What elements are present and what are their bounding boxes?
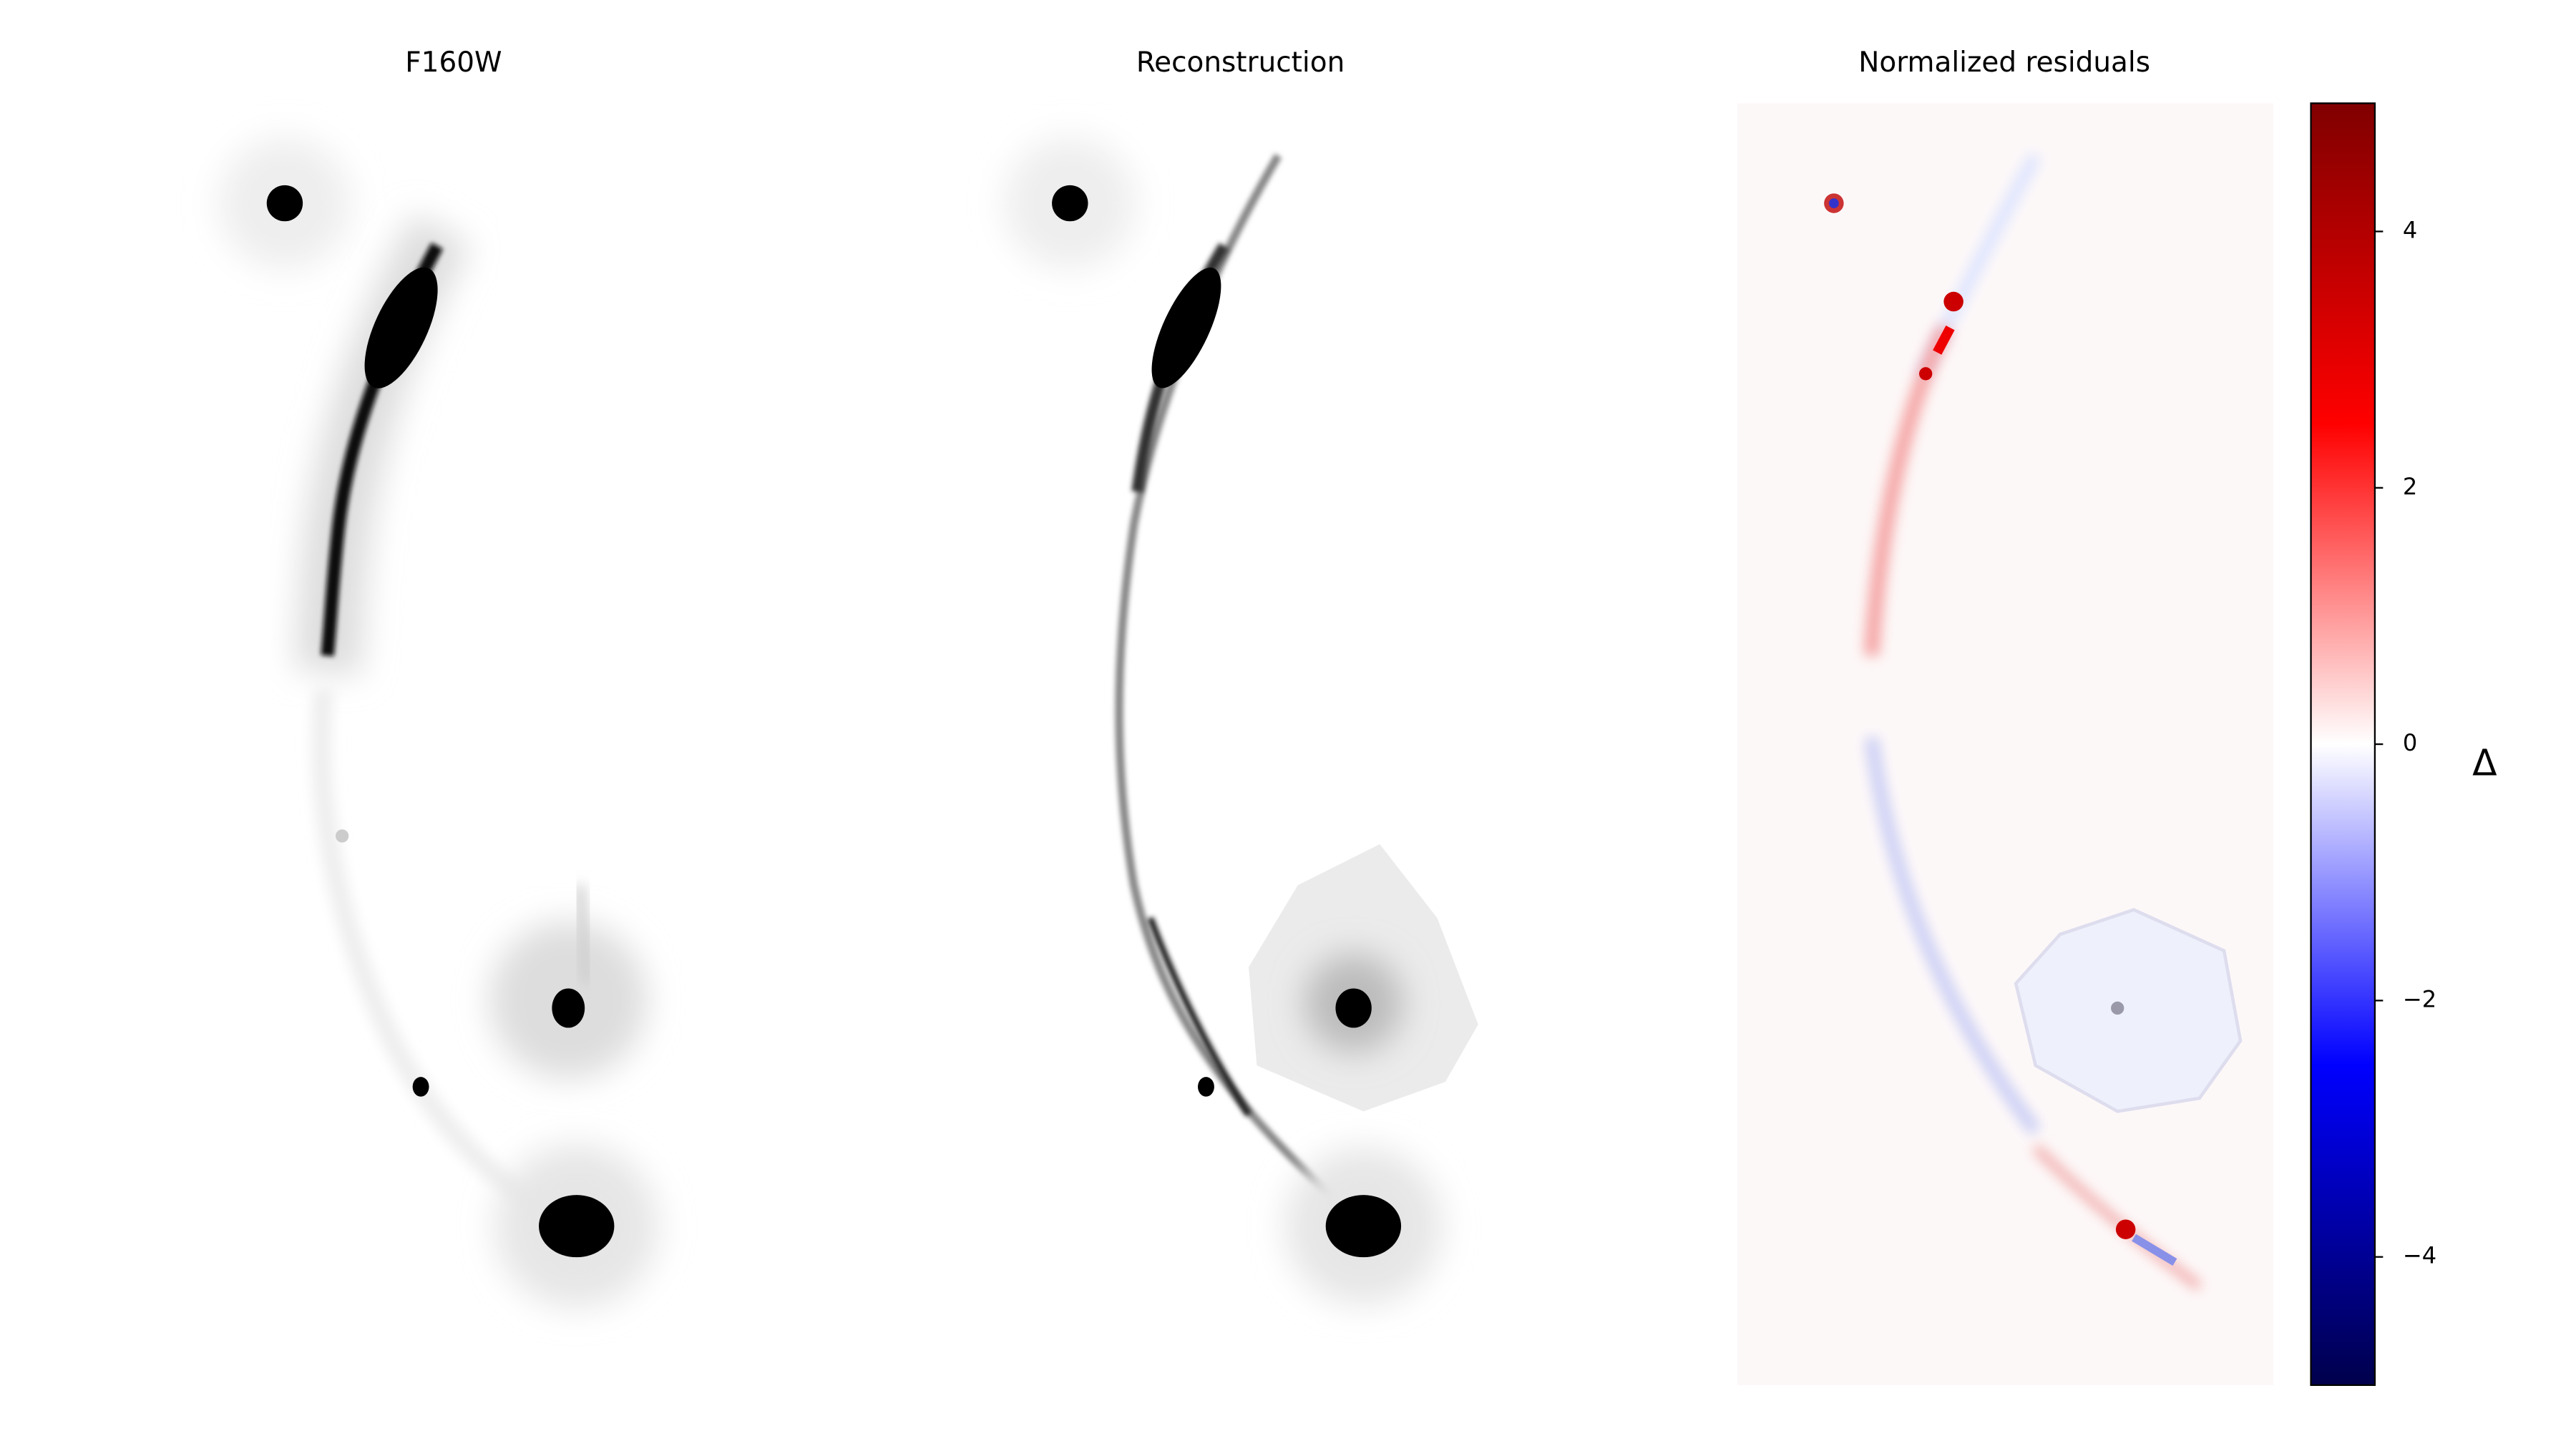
colorbar-label: Δ <box>2472 741 2497 783</box>
panel-title: Reconstruction <box>1136 47 1345 79</box>
colorbar-tick-label: −2 <box>2403 985 2436 1012</box>
colorbar-tick-label: 0 <box>2403 729 2417 756</box>
reconstruction-image <box>1004 137 1478 1305</box>
panel-title: Normalized residuals <box>1858 47 2150 79</box>
panel-title: F160W <box>405 47 502 79</box>
observed-image <box>219 137 659 1309</box>
colorbar-fill <box>2310 102 2376 1386</box>
colorbar: −4 −2 0 2 4 <box>2310 102 2436 1386</box>
colorbar-tick-label: −4 <box>2403 1242 2436 1269</box>
colorbar-tick-label: 2 <box>2403 473 2417 500</box>
colorbar-tick-label: 4 <box>2403 216 2417 243</box>
residual-image <box>1737 103 2273 1385</box>
